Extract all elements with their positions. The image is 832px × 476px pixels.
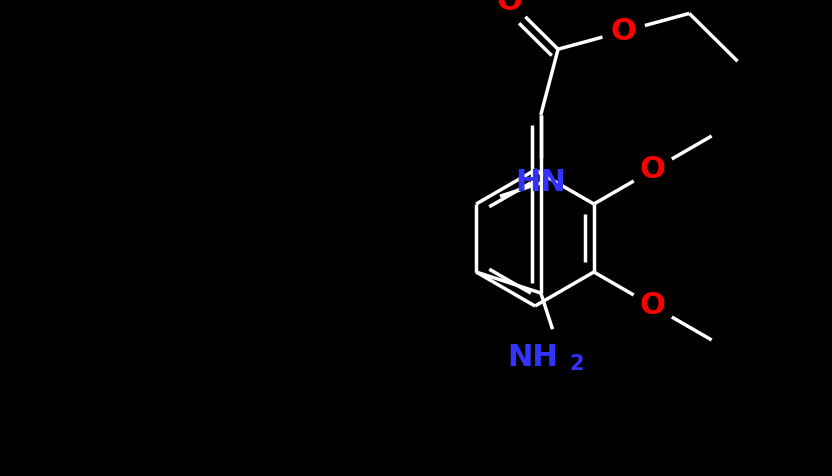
Text: O: O — [611, 17, 636, 46]
Text: 2: 2 — [570, 354, 584, 374]
Text: O: O — [640, 291, 666, 320]
Text: O: O — [497, 0, 522, 16]
Text: HN: HN — [515, 169, 566, 198]
Text: NH: NH — [507, 343, 557, 372]
Text: O: O — [640, 156, 666, 185]
